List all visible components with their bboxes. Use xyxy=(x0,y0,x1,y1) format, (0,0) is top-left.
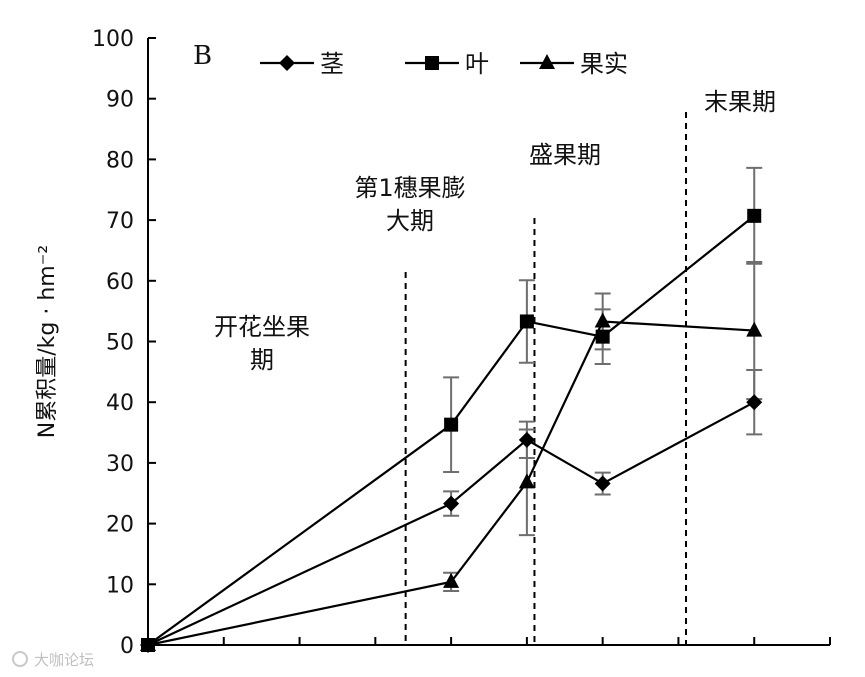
series-1-point xyxy=(444,417,459,432)
series-1-point xyxy=(595,329,610,344)
y-tick-label: 40 xyxy=(106,391,134,416)
series-2-point xyxy=(594,312,611,328)
stage-label: 大期 xyxy=(386,207,434,235)
y-tick-label: 60 xyxy=(106,270,134,295)
y-tick-label: 0 xyxy=(120,634,134,659)
y-tick-label: 100 xyxy=(92,27,134,52)
y-axis-title: N累积量/kg · hm⁻² xyxy=(35,245,60,438)
y-tick-label: 70 xyxy=(106,209,134,234)
legend-marker xyxy=(279,55,295,71)
watermark-icon xyxy=(12,651,28,667)
y-tick-label: 30 xyxy=(106,452,134,477)
series-1-point xyxy=(519,314,534,329)
stage-label: 开花坐果 xyxy=(214,313,310,341)
series-2-point xyxy=(746,321,763,337)
series-1-point xyxy=(747,208,762,223)
legend-label: 叶 xyxy=(465,50,489,78)
legend-label: 茎 xyxy=(320,50,344,78)
legend-label: 果实 xyxy=(580,50,628,78)
series-2-point xyxy=(518,473,535,489)
series-2-point xyxy=(140,636,156,651)
y-tick-label: 80 xyxy=(106,148,134,173)
series-0-point xyxy=(518,431,535,448)
watermark: 大咖论坛 xyxy=(34,651,94,669)
series-2-line xyxy=(147,320,755,647)
legend-marker xyxy=(425,56,439,70)
y-tick-label: 50 xyxy=(106,331,134,356)
y-tick-label: 20 xyxy=(106,513,134,538)
series-0-point xyxy=(746,394,763,411)
y-tick-label: 90 xyxy=(106,88,134,113)
series-0-point xyxy=(443,495,460,512)
series-2-point xyxy=(443,572,460,588)
y-tick-label: 10 xyxy=(106,573,134,598)
stage-label: 期 xyxy=(250,346,274,374)
stage-label: 第1穗果膨 xyxy=(354,174,465,202)
series-0-point xyxy=(594,475,611,492)
stage-label: 盛果期 xyxy=(529,141,601,169)
panel-label: B xyxy=(193,41,212,71)
legend-marker xyxy=(539,54,555,69)
stage-label: 末果期 xyxy=(704,88,776,116)
